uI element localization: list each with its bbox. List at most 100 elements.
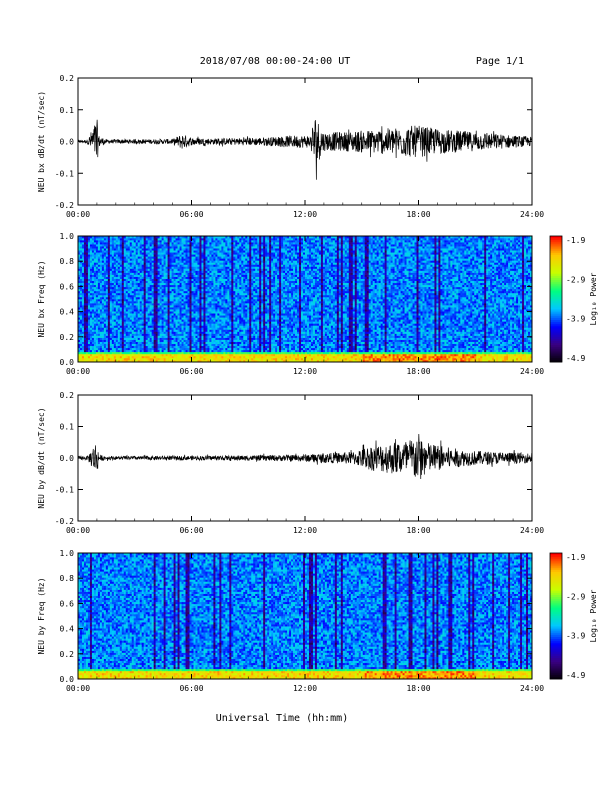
spectrogram-cell [83,307,87,310]
spectrogram-cell [165,250,168,253]
spectrogram-cell [111,236,115,239]
spectrogram-cell [145,339,148,342]
spectrogram-cell [97,282,101,286]
spectrogram-cell [163,301,166,304]
spectrogram-cell [107,276,111,279]
spectrogram-cell [137,240,141,243]
spectrogram-cell [135,240,139,243]
spectrogram-cell [167,355,170,359]
spectrogram-cell [93,288,97,292]
spectrogram-cell [205,301,208,304]
spectrogram-cell [229,305,232,308]
spectrogram-cell [169,347,172,351]
spectrogram-cell [199,339,202,342]
spectrogram-cell [113,325,117,328]
spectrogram-cell [197,244,200,247]
spectrogram-cell [155,301,158,304]
spectrogram-cell [125,353,129,357]
spectrogram-cell [99,264,103,267]
spectrogram-cell [119,351,123,355]
spectrogram-cell [153,278,156,282]
spectrogram-cell [189,347,192,351]
spectrogram-cell [195,266,198,269]
spectrogram-cell [229,349,232,353]
spectrogram-cell [215,357,218,361]
spectrogram-cell [201,333,204,336]
spectrogram-cell [185,292,188,296]
spectrogram-cell [129,278,133,282]
spectrogram-cell [181,292,184,296]
spectrogram-cell [143,242,146,245]
spectrogram-cell [85,262,89,265]
spectrogram-cell [179,339,182,342]
spectrogram-cell [115,309,119,312]
spectrogram-cell [87,286,91,290]
spectrogram-cell [89,260,93,263]
spectrogram-cell [97,333,101,336]
spectrogram-cell [215,292,218,296]
spectrogram-cell [223,264,226,267]
spectrogram-cell [103,258,107,261]
spectrogram-cell [221,296,224,300]
spectrogram-cell [205,266,208,269]
spectrogram-cell [233,357,236,361]
spectrogram-cell [169,282,172,286]
spectrogram-cell [147,278,150,282]
spectrogram-cell [219,301,222,304]
spectrogram-cell [115,258,119,261]
spectrogram-cell [177,250,180,253]
spectrogram-cell [121,288,125,292]
spectrogram-cell [211,262,214,265]
spectrogram-cell [103,315,107,318]
spectrogram-cell [159,236,162,239]
spectrogram-cell [135,355,139,359]
spectrogram-cell [139,325,143,328]
spectrogram-cell [155,317,158,320]
spectrogram-cell [145,278,148,282]
spectrogram-cell [199,280,202,284]
spectrogram-cell [175,319,178,322]
spectrogram-cell [87,294,91,298]
spectrogram-cell [101,254,105,257]
spectrogram-cell [235,321,238,324]
spectrogram-cell [103,294,107,298]
spectrogram-cell [179,288,182,292]
spectrogram-cell [209,270,212,273]
spectrogram-cell [87,238,91,241]
spectrogram-cell [125,248,129,251]
spectrogram-cell [181,266,184,269]
spectrogram-cell [225,341,228,345]
spectrogram-cell [233,335,236,338]
spectrogram-cell [231,250,234,253]
spectrogram-cell [161,262,164,265]
spectrogram-cell [143,355,146,359]
spectrogram-cell [223,311,226,314]
spectrogram-cell [169,337,172,340]
spectrogram-cell [169,307,172,310]
spectrogram-cell [91,303,95,306]
spectrogram-cell [169,305,172,308]
spectrogram-cell [85,329,89,332]
spectrogram-cell [219,292,222,296]
spectrogram-cell [165,347,168,351]
spectrogram-cell [165,282,168,286]
spectrogram-cell [143,317,146,320]
spectrogram-cell [87,270,91,273]
spectrogram-cell [197,357,200,361]
spectrogram-cell [179,337,182,340]
spectrogram-cell [189,272,192,275]
spectrogram-cell [139,343,143,347]
spectrogram-cell [97,341,101,345]
spectrogram-cell [231,359,234,363]
spectrogram-cell [78,337,81,340]
spectrogram-cell [167,242,170,245]
spectrogram-cell [155,278,158,282]
spectrogram-cell [225,301,228,304]
spectrogram-cell [109,299,113,302]
spectrogram-cell [171,331,174,334]
spectrogram-cell [97,329,101,332]
spectrogram-cell [167,246,170,249]
spectrogram-cell [93,335,97,338]
spectrogram-cell [201,278,204,282]
